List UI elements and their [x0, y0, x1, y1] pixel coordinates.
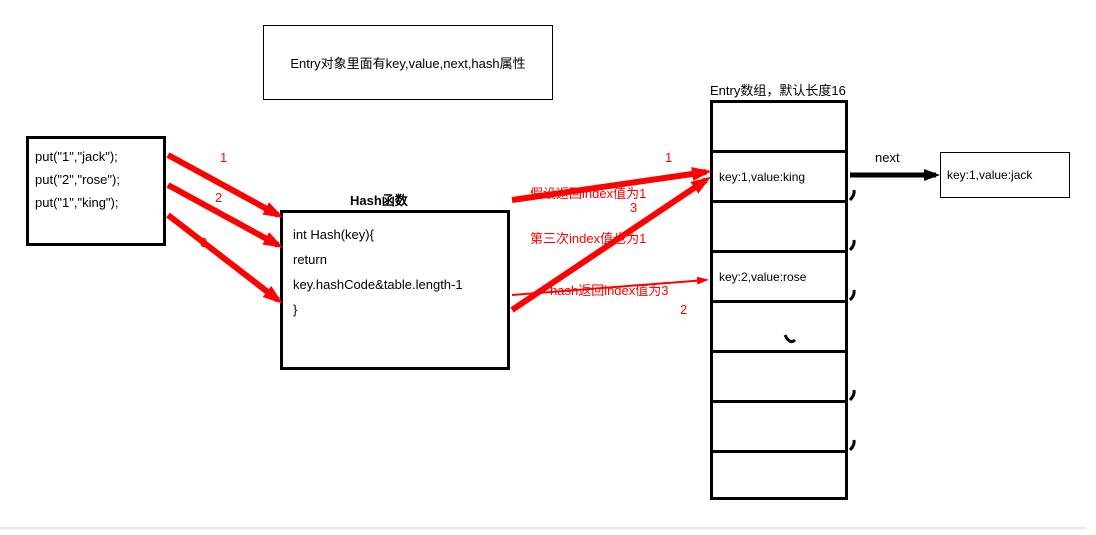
- entry-note-box: Entry对象里面有key,value,next,hash属性: [263, 25, 553, 100]
- red-text-hash-3: hash返回index值为3: [550, 280, 669, 299]
- linked-node-text: key:1,value:jack: [947, 168, 1032, 182]
- entry-note-text: Entry对象里面有key,value,next,hash属性: [290, 53, 525, 72]
- array-cell-4: [713, 303, 845, 353]
- tick-1: [850, 190, 854, 200]
- array-cell-0: [713, 103, 845, 153]
- array-cell-5: [713, 353, 845, 403]
- step-left-2: 2: [215, 190, 222, 205]
- array-cell-7: [713, 453, 845, 500]
- step-left-1: 1: [220, 150, 227, 165]
- next-label: next: [875, 150, 900, 165]
- array-cell-3-text: key:2,value:rose: [719, 270, 806, 284]
- arrow-put-2: [168, 185, 278, 245]
- array-title: Entry数组，默认长度16: [710, 80, 846, 99]
- step-right-1: 1: [665, 150, 672, 165]
- hash-title: Hash函数: [350, 190, 408, 209]
- red-text-assume-1: 假设返回index值为1: [530, 183, 646, 202]
- step-left-3: 3: [200, 235, 207, 250]
- tick-4: [850, 390, 854, 400]
- entry-array: key:1,value:king key:2,value:rose: [710, 100, 848, 500]
- array-cell-6: [713, 403, 845, 453]
- step-right-2: 2: [680, 302, 687, 317]
- put-line-1: put("1","jack");: [35, 149, 157, 164]
- hash-code-3: key.hashCode&table.length-1: [293, 277, 497, 292]
- array-cell-1-text: key:1,value:king: [719, 170, 805, 184]
- red-text-third-1: 第三次index值也为1: [530, 228, 646, 247]
- tick-2: [850, 240, 854, 250]
- put-line-3: put("1","king");: [35, 195, 157, 210]
- tick-3: [850, 290, 854, 300]
- put-calls-box: put("1","jack"); put("2","rose"); put("1…: [26, 136, 166, 246]
- tick-5: [850, 440, 854, 450]
- hash-code-4: }: [293, 302, 497, 317]
- linked-node-box: key:1,value:jack: [940, 152, 1070, 198]
- hash-code-1: int Hash(key){: [293, 227, 497, 242]
- arrow-put-3: [168, 215, 278, 300]
- put-line-2: put("2","rose");: [35, 172, 157, 187]
- array-cell-3: key:2,value:rose: [713, 253, 845, 303]
- hash-code-2: return: [293, 252, 497, 267]
- step-right-3: 3: [630, 200, 637, 215]
- array-cell-1: key:1,value:king: [713, 153, 845, 203]
- array-cell-2: [713, 203, 845, 253]
- hash-function-box: int Hash(key){ return key.hashCode&table…: [280, 210, 510, 370]
